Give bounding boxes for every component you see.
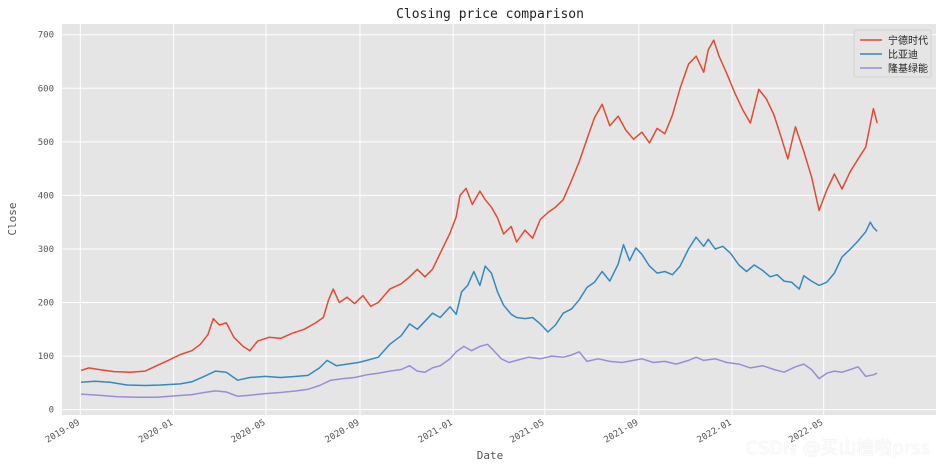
y-axis-label: Close	[6, 202, 19, 235]
x-tick-label: 2020-05	[230, 418, 268, 446]
chart-title: Closing price comparison	[396, 7, 584, 22]
series-line-0	[80, 39, 878, 373]
x-tick-label: 2020-01	[137, 418, 175, 446]
legend-label: 隆基绿能	[888, 62, 928, 75]
plot-area	[62, 24, 936, 415]
x-tick-label: 2019-09	[44, 418, 82, 446]
legend-box	[853, 29, 932, 78]
x-axis-label: Date	[477, 449, 504, 462]
y-tick-label: 300	[38, 245, 54, 255]
y-tick-label: 100	[38, 352, 54, 362]
y-tick-label: 400	[38, 191, 54, 201]
y-tick-label: 500	[38, 138, 54, 148]
x-tick-label: 2022-01	[696, 418, 734, 446]
watermark: CSDN @买山楂啦prss	[745, 438, 930, 459]
y-tick-label: 200	[38, 299, 54, 309]
legend-label: 宁德时代	[888, 34, 928, 47]
x-tick-label: 2021-09	[602, 418, 640, 446]
y-tick-label: 700	[38, 31, 54, 41]
series-line-1	[81, 221, 878, 387]
x-tick-label: 2021-01	[417, 418, 455, 446]
series-line-2	[81, 343, 878, 399]
series-lines	[80, 39, 878, 399]
y-tick-labels: 0 100 200 300 400 500 600 700	[38, 31, 54, 416]
x-tick-labels: 2019-09 2020-01 2020-05 2020-09 2021-01 2021-…	[44, 418, 825, 446]
x-tick-label: 2020-09	[324, 418, 362, 446]
y-tick-label: 0	[49, 406, 54, 416]
y-tick-label: 600	[38, 84, 54, 94]
legend-label: 比亚迪	[888, 49, 918, 61]
x-tick-label: 2021-05	[508, 418, 546, 446]
